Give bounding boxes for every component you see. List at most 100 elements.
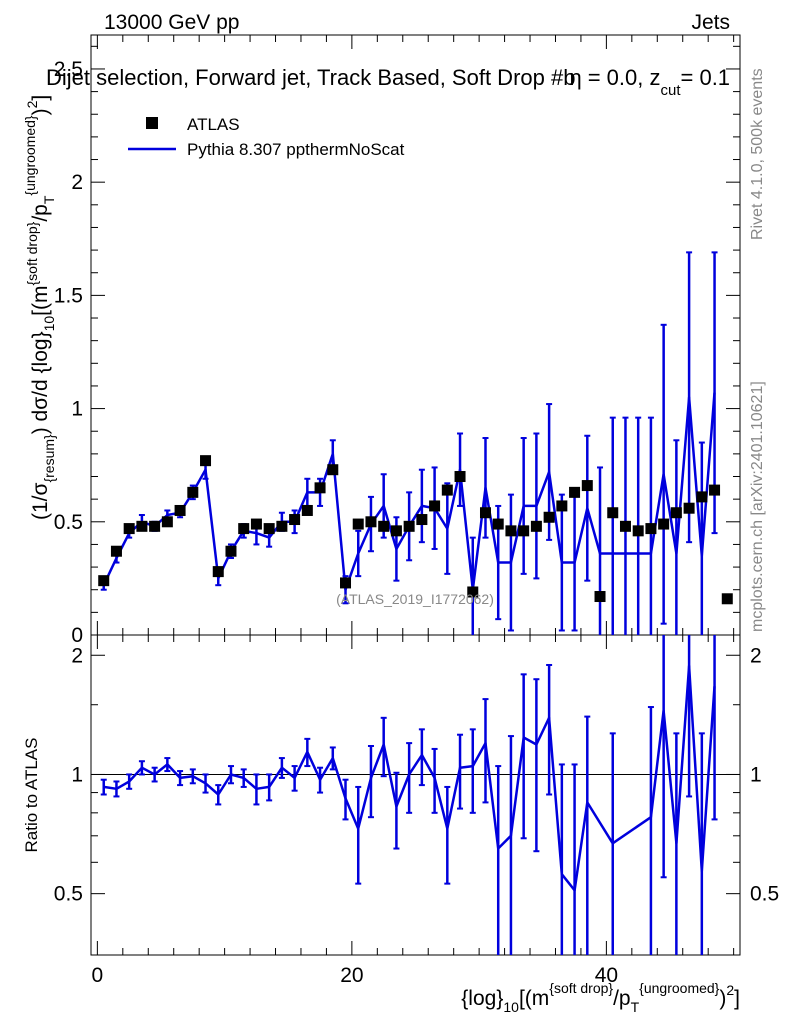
legend-data-marker bbox=[146, 117, 158, 129]
xlabel-part-3: /p bbox=[613, 987, 631, 1010]
ylabel-part-3: [(m bbox=[29, 286, 52, 316]
atlas-data-point bbox=[365, 516, 377, 528]
atlas-data-point bbox=[569, 486, 581, 498]
atlas-data-point bbox=[530, 520, 542, 532]
x-tick-label: 20 bbox=[340, 964, 363, 987]
atlas-data-point bbox=[454, 471, 466, 483]
atlas-data-point bbox=[492, 518, 504, 530]
ratio-y-tick-label-right: 2 bbox=[750, 644, 762, 667]
legend-mc-label: Pythia 8.307 ppthermNoScat bbox=[187, 140, 405, 159]
legend-data-label: ATLAS bbox=[187, 115, 240, 134]
ratio-plot-frame bbox=[90, 634, 741, 956]
main-y-tick-label: 1.5 bbox=[54, 284, 83, 307]
xlabel-sup-2: {soft drop} bbox=[549, 980, 613, 996]
atlas-data-point bbox=[238, 523, 250, 535]
ratio-y-tick-label-right: 1 bbox=[750, 763, 762, 786]
category-label: Jets bbox=[691, 11, 730, 34]
atlas-data-point bbox=[594, 591, 606, 603]
plot-title-beta: η bbox=[569, 65, 581, 90]
data-series-main bbox=[98, 455, 733, 605]
ratio-y-axis-label: Ratio to ATLAS bbox=[22, 738, 41, 853]
ylabel-part-5: ) bbox=[29, 108, 52, 115]
rivet-label: Rivet 4.1.0, 500k events bbox=[749, 68, 766, 240]
xlabel-part-2: [(m bbox=[519, 987, 549, 1010]
main-y-tick-label: 2.5 bbox=[54, 58, 83, 81]
atlas-data-point bbox=[123, 523, 135, 535]
atlas-data-point bbox=[149, 520, 161, 532]
main-y-tick-label: 1 bbox=[71, 398, 83, 421]
x-tick-label: 0 bbox=[92, 964, 104, 987]
atlas-data-point bbox=[212, 566, 224, 578]
atlas-data-point bbox=[632, 525, 644, 537]
xlabel-sub-1: 10 bbox=[503, 999, 519, 1015]
ylabel-sub-4: T bbox=[41, 195, 57, 204]
main-y-tick-label: 0 bbox=[71, 624, 83, 647]
ylabel-part-1: (1/σ bbox=[29, 482, 52, 520]
atlas-data-point bbox=[645, 523, 657, 535]
plot-title-sub: cut bbox=[660, 82, 681, 99]
atlas-data-point bbox=[340, 577, 352, 589]
svg-text:(1/σ{resum}) dσ/d {log}10[(m{s: (1/σ{resum}) dσ/d {log}10[(m{soft drop}/… bbox=[22, 95, 57, 520]
ratio-y-tick-label-left: 2 bbox=[71, 644, 83, 667]
atlas-data-point bbox=[581, 480, 593, 492]
atlas-data-point bbox=[98, 575, 110, 587]
atlas-data-point bbox=[441, 484, 453, 496]
atlas-data-point bbox=[429, 500, 441, 512]
atlas-data-point bbox=[658, 518, 670, 530]
mcplots-label: mcplots.cern.ch [arXiv:2401.10621] bbox=[749, 381, 766, 632]
atlas-data-point bbox=[721, 593, 733, 605]
ratio-y-tick-label-right: 0.5 bbox=[750, 883, 779, 906]
x-tick-label: 40 bbox=[595, 964, 618, 987]
atlas-data-point bbox=[709, 484, 721, 496]
atlas-data-point bbox=[683, 502, 695, 514]
atlas-data-point bbox=[556, 500, 568, 512]
atlas-data-point bbox=[518, 525, 530, 537]
main-y-tick-label: 0.5 bbox=[54, 511, 83, 534]
atlas-data-point bbox=[174, 504, 186, 516]
atlas-data-point bbox=[403, 520, 415, 532]
mc-series-ratio bbox=[100, 635, 718, 955]
atlas-data-point bbox=[543, 511, 555, 523]
ylabel-sup-5: {ungroomed} bbox=[22, 115, 38, 196]
ylabel-part-2: ) dσ/d {log} bbox=[29, 331, 52, 434]
xlabel-sup-4: {ungroomed} bbox=[639, 980, 720, 996]
axis-ticks: 0 0.5 1 1.5 2 2.5 0 20 40 0.5 0.5 1 1 2 2 bbox=[54, 35, 779, 987]
xlabel-part-4: ) bbox=[719, 987, 726, 1010]
atlas-data-point bbox=[505, 525, 517, 537]
main-y-tick-label: 2 bbox=[71, 171, 83, 194]
atlas-data-point bbox=[301, 504, 313, 516]
atlas-data-point bbox=[314, 482, 326, 494]
atlas-data-point bbox=[378, 520, 390, 532]
ratio-y-tick-label-left: 0.5 bbox=[54, 883, 83, 906]
xlabel-sup-5: 2 bbox=[726, 982, 734, 998]
atlas-data-point bbox=[619, 520, 631, 532]
atlas-data-point bbox=[200, 455, 212, 467]
energy-label: 13000 GeV pp bbox=[104, 11, 239, 34]
atlas-data-point bbox=[390, 525, 402, 537]
atlas-data-point bbox=[352, 518, 364, 530]
atlas-data-point bbox=[327, 464, 339, 476]
atlas-data-point bbox=[276, 520, 288, 532]
plot-title-main: Dijet selection, Forward jet, Track Base… bbox=[46, 65, 575, 90]
ratio-line bbox=[103, 664, 716, 892]
atlas-data-point bbox=[250, 518, 262, 530]
atlas-data-point bbox=[670, 507, 682, 519]
main-y-axis-label: (1/σ{resum}) dσ/d {log}10[(m{soft drop}/… bbox=[22, 95, 57, 520]
atlas-data-point bbox=[187, 486, 199, 498]
plot-title-eq: = 0.0, z bbox=[588, 65, 661, 90]
ylabel-sup-6: 2 bbox=[24, 100, 40, 108]
ylabel-sub-1: {resum} bbox=[41, 434, 57, 483]
x-axis-label: {log}10[(m{soft drop}/pT {ungroomed})2] bbox=[461, 980, 740, 1015]
analysis-watermark: (ATLAS_2019_I1772062) bbox=[336, 591, 494, 607]
atlas-data-point bbox=[696, 491, 708, 503]
ylabel-sup-3: {soft drop} bbox=[24, 221, 40, 285]
xlabel-part-1: {log} bbox=[461, 987, 503, 1010]
atlas-data-point bbox=[289, 514, 301, 526]
xlabel-part-5: ] bbox=[734, 987, 740, 1010]
xlabel-sub-3: T bbox=[631, 999, 640, 1015]
ylabel-part-6: ] bbox=[29, 95, 52, 101]
atlas-data-point bbox=[263, 523, 275, 535]
atlas-data-point bbox=[136, 520, 148, 532]
atlas-data-point bbox=[479, 507, 491, 519]
